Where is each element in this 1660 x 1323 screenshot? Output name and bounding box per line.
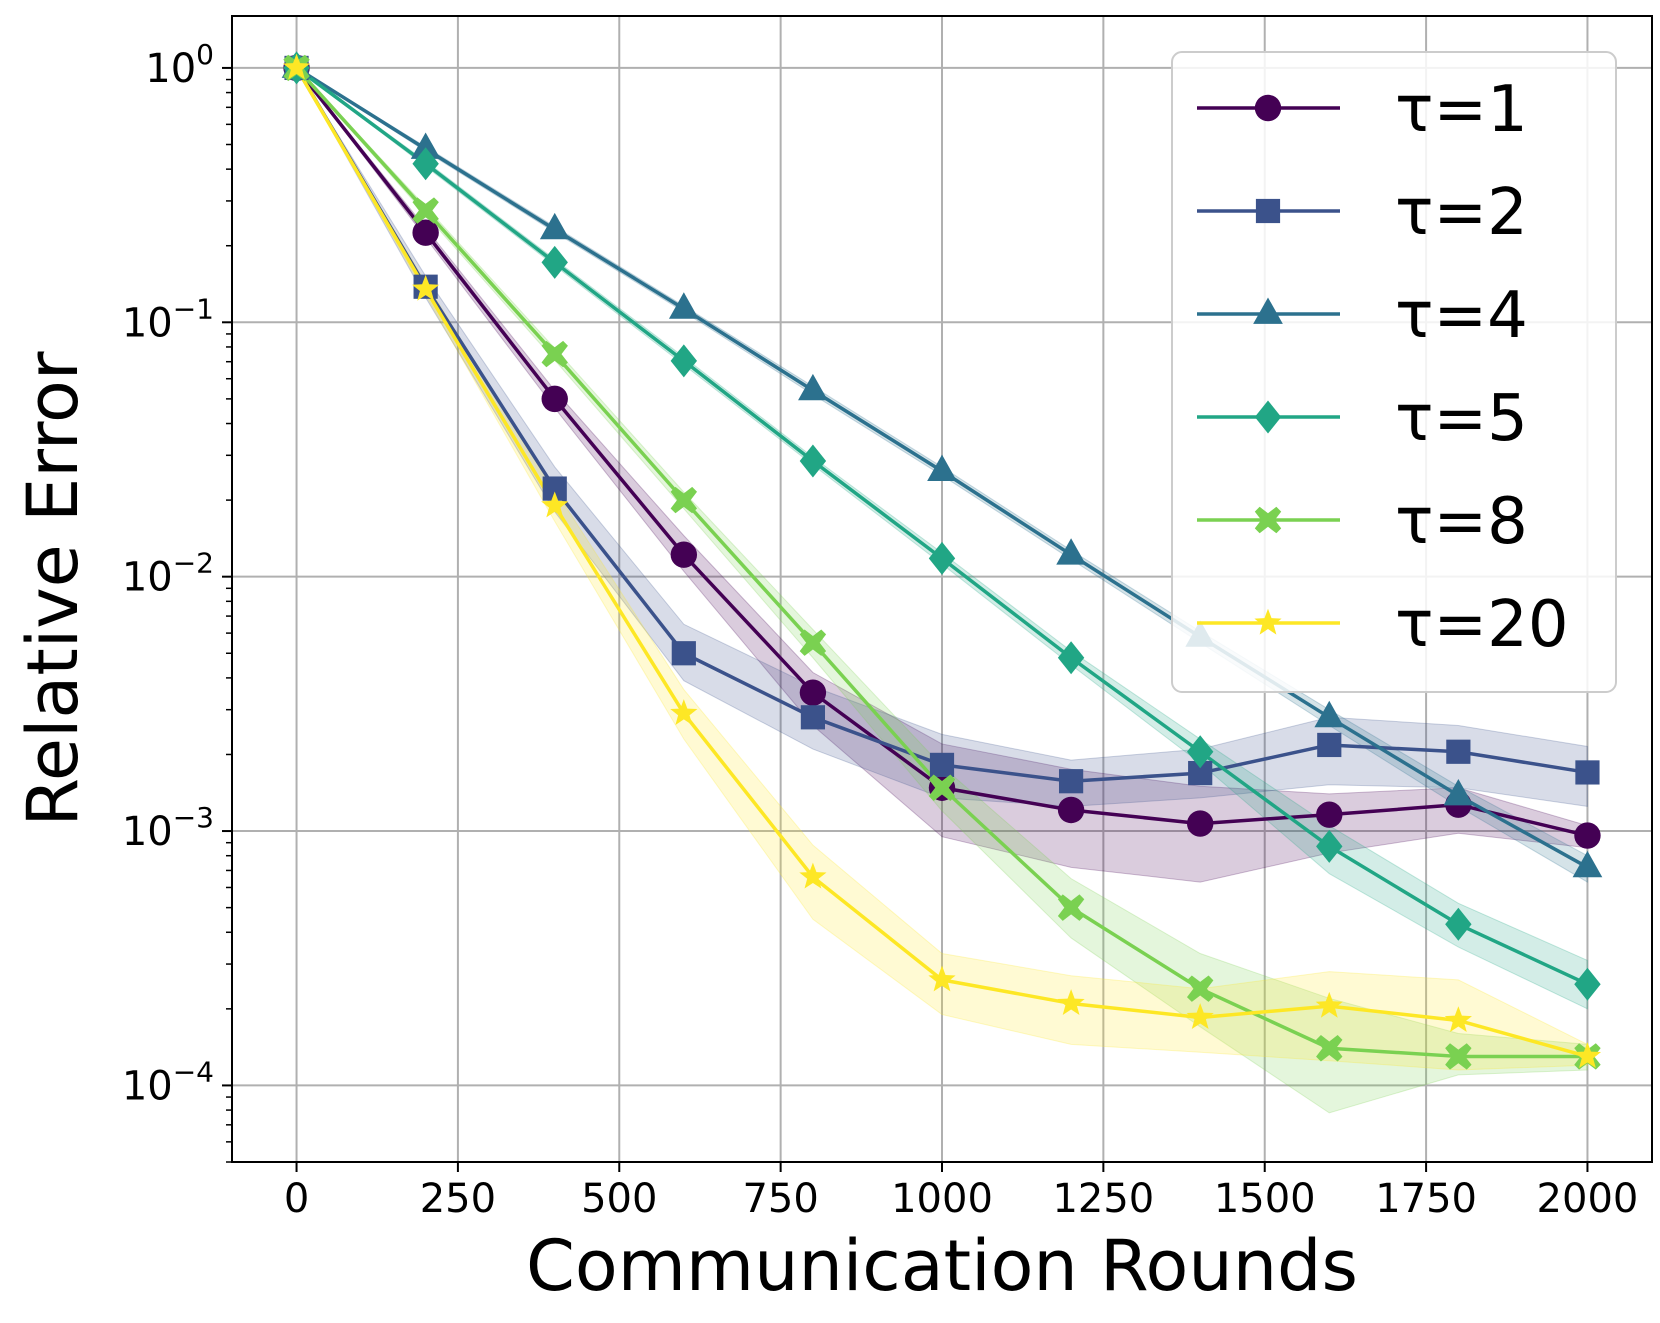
data-point: [670, 541, 698, 568]
y-tick-exponent: −1: [173, 292, 214, 325]
data-point: [799, 444, 827, 478]
data-point: [1316, 1035, 1343, 1062]
x-axis-ticks: 0 250 500 750 1000 1250 1500 1750 2000: [284, 1162, 1639, 1222]
data-point: [668, 292, 699, 319]
data-point: [541, 491, 569, 518]
legend-label: τ=2: [1395, 176, 1528, 250]
data-point: [799, 862, 827, 889]
series-markers: [281, 51, 1603, 1070]
data-point: [1317, 732, 1342, 758]
data-point: [1186, 735, 1214, 769]
data-point: [1186, 810, 1214, 837]
data-point: [670, 344, 698, 378]
y-tick-exponent: −2: [173, 547, 214, 580]
y-tick-base: 10: [122, 809, 173, 855]
data-point: [1574, 822, 1601, 849]
y-tick-label: 10−1: [122, 292, 214, 346]
data-point: [1446, 739, 1471, 764]
data-point: [671, 641, 696, 666]
data-point: [1572, 850, 1603, 878]
x-tick-label: 1500: [1214, 1176, 1316, 1222]
data-point: [1573, 1042, 1602, 1069]
data-point: [541, 245, 568, 279]
data-point: [1314, 700, 1345, 728]
data-point: [1254, 400, 1282, 434]
data-point: [412, 219, 439, 246]
data-point: [1254, 94, 1282, 122]
data-point: [1445, 907, 1472, 941]
y-tick-base: 10: [145, 46, 196, 92]
y-tick-base: 10: [122, 300, 173, 346]
data-point: [799, 629, 827, 656]
data-point: [1058, 769, 1084, 794]
data-point: [541, 385, 568, 413]
legend-label: τ=8: [1395, 485, 1528, 559]
data-point: [799, 679, 827, 706]
x-tick-label: 500: [581, 1176, 657, 1222]
y-axis-label: Relative Error: [12, 351, 94, 826]
y-tick-exponent: −4: [173, 1055, 214, 1088]
data-point: [928, 774, 956, 801]
data-point: [1057, 894, 1085, 921]
data-point: [1445, 1043, 1472, 1070]
data-point: [412, 197, 439, 224]
data-point: [1443, 778, 1474, 806]
data-point: [541, 340, 568, 368]
data-point: [929, 752, 955, 777]
data-point: [800, 705, 826, 730]
x-tick-label: 1250: [1052, 1176, 1154, 1222]
x-tick-label: 0: [284, 1176, 309, 1222]
legend-label: τ=1: [1395, 73, 1528, 147]
data-point: [1186, 975, 1214, 1002]
y-tick-base: 10: [122, 1063, 173, 1109]
data-point: [798, 373, 828, 401]
y-tick-label: 100: [145, 38, 214, 92]
data-point: [1254, 506, 1282, 534]
data-point: [928, 965, 956, 992]
x-tick-label: 2000: [1537, 1176, 1639, 1222]
data-point: [1057, 641, 1085, 675]
x-axis-label: Communication Rounds: [526, 1225, 1358, 1307]
data-point: [927, 454, 957, 482]
data-point: [1253, 297, 1283, 324]
legend-label: τ=5: [1395, 382, 1528, 456]
data-point: [1316, 829, 1343, 863]
x-tick-label: 1000: [891, 1176, 993, 1222]
y-tick-label: 10−2: [122, 547, 214, 601]
data-point: [1057, 796, 1085, 824]
data-point: [1254, 608, 1282, 635]
legend-label: τ=4: [1395, 279, 1528, 353]
data-point: [1574, 967, 1601, 1001]
y-tick-exponent: 0: [196, 38, 214, 71]
data-point: [1056, 538, 1086, 565]
data-point: [1255, 198, 1281, 224]
data-point: [670, 486, 698, 514]
data-point: [1315, 991, 1343, 1018]
data-point: [410, 132, 441, 159]
x-tick-label: 250: [420, 1176, 496, 1222]
x-tick-label: 750: [742, 1176, 818, 1222]
y-tick-label: 10−3: [122, 801, 214, 855]
data-point: [1316, 801, 1343, 828]
data-point: [670, 699, 698, 725]
legend-label: τ=20: [1395, 588, 1569, 662]
y-tick-base: 10: [122, 555, 173, 601]
y-tick-exponent: −3: [173, 801, 214, 834]
data-point: [928, 541, 956, 575]
data-point: [539, 212, 570, 240]
data-point: [1575, 760, 1600, 785]
legend: τ=1 τ=2 τ=4 τ=5 τ=8 τ=20: [1171, 51, 1617, 693]
data-point: [412, 274, 440, 301]
data-point: [1186, 1003, 1214, 1030]
data-point: [412, 147, 439, 181]
data-point: [1444, 1006, 1472, 1033]
data-point: [282, 53, 311, 80]
data-point: [1057, 989, 1085, 1016]
y-tick-label: 10−4: [122, 1055, 214, 1109]
x-tick-label: 1750: [1375, 1176, 1477, 1222]
